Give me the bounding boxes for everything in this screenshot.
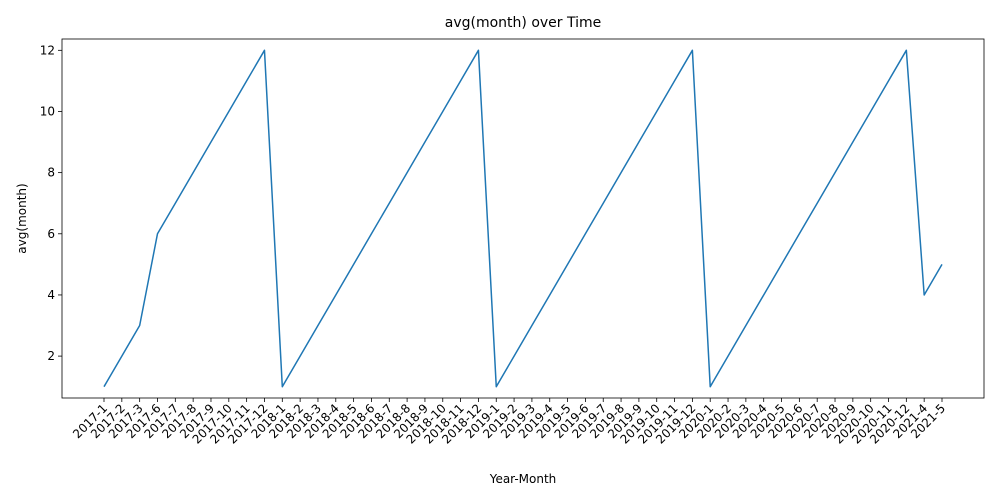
plot-frame xyxy=(61,38,985,399)
x-axis-label: Year-Month xyxy=(489,472,557,486)
y-tick-label: 10 xyxy=(40,104,55,118)
y-axis-label: avg(month) xyxy=(15,183,29,253)
y-axis: 2 4 6 8 10 12 xyxy=(40,43,62,363)
y-tick-label: 8 xyxy=(47,166,55,180)
y-tick-label: 4 xyxy=(47,288,55,302)
chart-title: avg(month) over Time xyxy=(445,15,602,31)
y-tick-label: 12 xyxy=(40,43,55,57)
series-line xyxy=(103,49,943,388)
y-tick-label: 6 xyxy=(47,227,55,241)
y-tick-label: 2 xyxy=(47,349,55,363)
